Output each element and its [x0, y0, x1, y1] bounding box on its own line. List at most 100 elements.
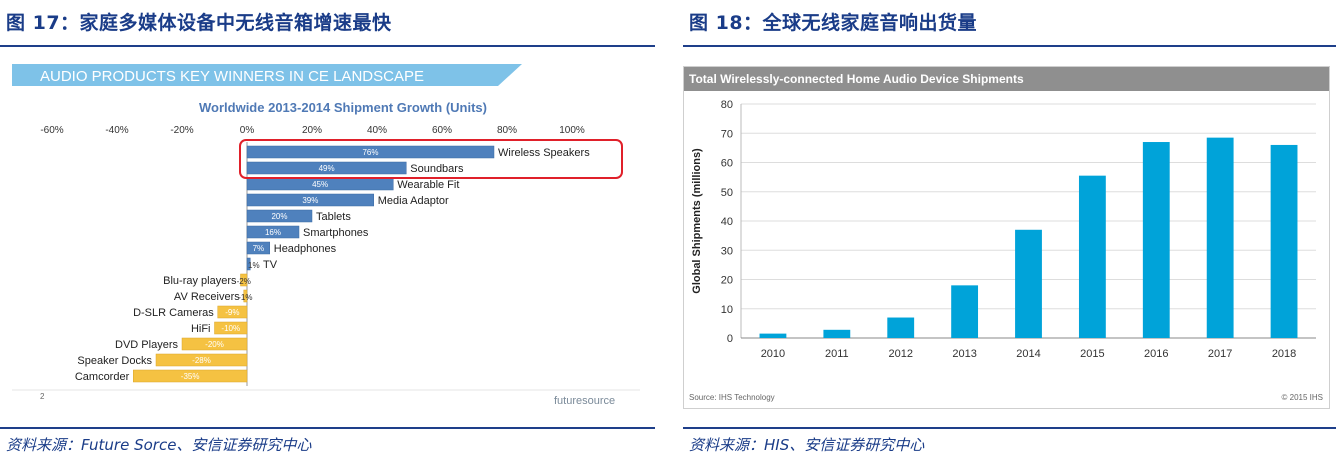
bar-smartphones: [246, 225, 300, 239]
category-label: Soundbars: [410, 163, 464, 175]
y-tick-label: 10: [721, 304, 733, 316]
bar-value-label: 45%: [312, 180, 328, 189]
bar-value-label: -10%: [221, 324, 240, 333]
category-label: Tablets: [316, 211, 351, 223]
bar-value-label: -1%: [238, 293, 252, 302]
bar-value-label: 39%: [302, 196, 318, 205]
x-tick-label: 2013: [952, 348, 976, 360]
y-axis-label: Global Shipments (millions): [691, 148, 703, 294]
figure-17-source: 资料来源：Future Sorce、安信证券研究中心: [6, 436, 312, 454]
x-tick-label: 2014: [1016, 348, 1040, 360]
category-label: Headphones: [274, 243, 337, 255]
category-label: D-SLR Cameras: [133, 307, 214, 319]
bar-2012: [887, 317, 915, 338]
right-figure-panel: 图 18：全球无线家庭音响出货量 Total Wirelessly-connec…: [683, 0, 1336, 471]
x-tick-label: 100%: [559, 125, 585, 136]
x-tick-label: 2011: [825, 348, 849, 360]
bar-wireless-speakers: [246, 145, 495, 159]
shipment-growth-chart-container: AUDIO PRODUCTS KEY WINNERS IN CE LANDSCA…: [0, 56, 655, 420]
figure-18-title: 图 18：全球无线家庭音响出货量: [689, 12, 978, 34]
bar-headphones: [246, 241, 270, 255]
bar-2015: [1078, 175, 1106, 338]
x-tick-label: 2015: [1080, 348, 1104, 360]
bottom-rule: [0, 427, 655, 429]
figure-17-title: 图 17：家庭多媒体设备中无线音箱增速最快: [6, 12, 392, 34]
category-label: Camcorder: [75, 371, 130, 383]
x-tick-label: -60%: [40, 125, 63, 136]
bar-av-receivers: [243, 289, 248, 303]
x-tick-label: 2012: [888, 348, 912, 360]
x-tick-label: -20%: [170, 125, 193, 136]
x-tick-label: 80%: [497, 125, 517, 136]
bar-camcorder: [133, 369, 248, 383]
page-number: 2: [40, 392, 45, 401]
chart-background: [12, 64, 652, 366]
bar-2010: [759, 333, 787, 338]
y-tick-label: 0: [727, 333, 733, 345]
chart-title: Total Wirelessly-connected Home Audio De…: [689, 72, 1024, 86]
bar-value-label: -28%: [192, 356, 211, 365]
x-tick-label: 2010: [761, 348, 785, 360]
bar-value-label: 7%: [253, 244, 265, 253]
top-rule: [0, 45, 655, 47]
chart-title: Worldwide 2013-2014 Shipment Growth (Uni…: [199, 100, 487, 115]
bar-value-label: -35%: [181, 372, 200, 381]
source-note: Source: IHS Technology: [689, 393, 775, 402]
category-label: Media Adaptor: [378, 195, 449, 207]
x-tick-label: 40%: [367, 125, 387, 136]
y-tick-label: 30: [721, 245, 733, 257]
bar-value-label: 76%: [362, 148, 378, 157]
x-tick-label: 0%: [240, 125, 255, 136]
y-tick-label: 80: [721, 99, 733, 111]
x-tick-label: 2017: [1208, 348, 1232, 360]
bar-value-label: 20%: [271, 212, 287, 221]
bar-tablets: [246, 209, 313, 223]
category-label: DVD Players: [115, 339, 178, 351]
shipments-chart: Total Wirelessly-connected Home Audio De…: [683, 66, 1330, 409]
category-label: TV: [263, 259, 278, 271]
title-bar: [684, 67, 1329, 91]
bar-value-label: -20%: [205, 340, 224, 349]
category-label: HiFi: [191, 323, 211, 335]
bar-2017: [1206, 137, 1234, 338]
left-figure-panel: 图 17：家庭多媒体设备中无线音箱增速最快 AUDIO PRODUCTS KEY…: [0, 0, 655, 471]
bar-2011: [823, 329, 851, 338]
x-tick-label: 2018: [1272, 348, 1296, 360]
x-tick-label: 60%: [432, 125, 452, 136]
x-tick-label: 20%: [302, 125, 322, 136]
category-label: Speaker Docks: [77, 355, 152, 367]
y-tick-label: 20: [721, 275, 733, 287]
bar-value-label: -2%: [237, 277, 251, 286]
category-label: Blu-ray players: [163, 275, 237, 287]
futuresource-logo: futuresource: [554, 395, 615, 407]
y-tick-label: 50: [721, 187, 733, 199]
bar-2014: [1015, 229, 1042, 338]
banner-shape: [12, 64, 522, 86]
figure-18-source: 资料来源：HIS、安信证券研究中心: [689, 436, 925, 454]
x-tick-label: -40%: [105, 125, 128, 136]
bar-tv: [246, 257, 251, 271]
bar-hifi: [214, 321, 248, 335]
x-tick-label: 2016: [1144, 348, 1168, 360]
bar-d-slr-cameras: [217, 305, 248, 319]
bar-value-label: -9%: [225, 308, 239, 317]
bar-2013: [951, 285, 979, 338]
category-label: Smartphones: [303, 227, 369, 239]
copyright-note: © 2015 IHS: [1282, 393, 1323, 402]
shipment-growth-chart: AUDIO PRODUCTS KEY WINNERS IN CE LANDSCA…: [12, 64, 652, 407]
category-label: Wearable Fit: [397, 179, 459, 191]
bar-2016: [1142, 142, 1170, 338]
highlight-box: [239, 139, 623, 179]
shipments-chart-container: Total Wirelessly-connected Home Audio De…: [683, 66, 1336, 410]
category-label: Wireless Speakers: [498, 147, 590, 159]
y-tick-label: 60: [721, 158, 733, 170]
bar-media-adaptor: [246, 193, 374, 207]
bar-2018: [1270, 144, 1298, 338]
y-tick-label: 70: [721, 128, 733, 140]
bar-blu-ray-players: [240, 273, 248, 287]
bar-soundbars: [246, 161, 407, 175]
bar-value-label: 1%: [248, 261, 260, 270]
bar-speaker-docks: [155, 353, 248, 367]
y-tick-label: 40: [721, 216, 733, 228]
banner-text: AUDIO PRODUCTS KEY WINNERS IN CE LANDSCA…: [40, 68, 424, 85]
